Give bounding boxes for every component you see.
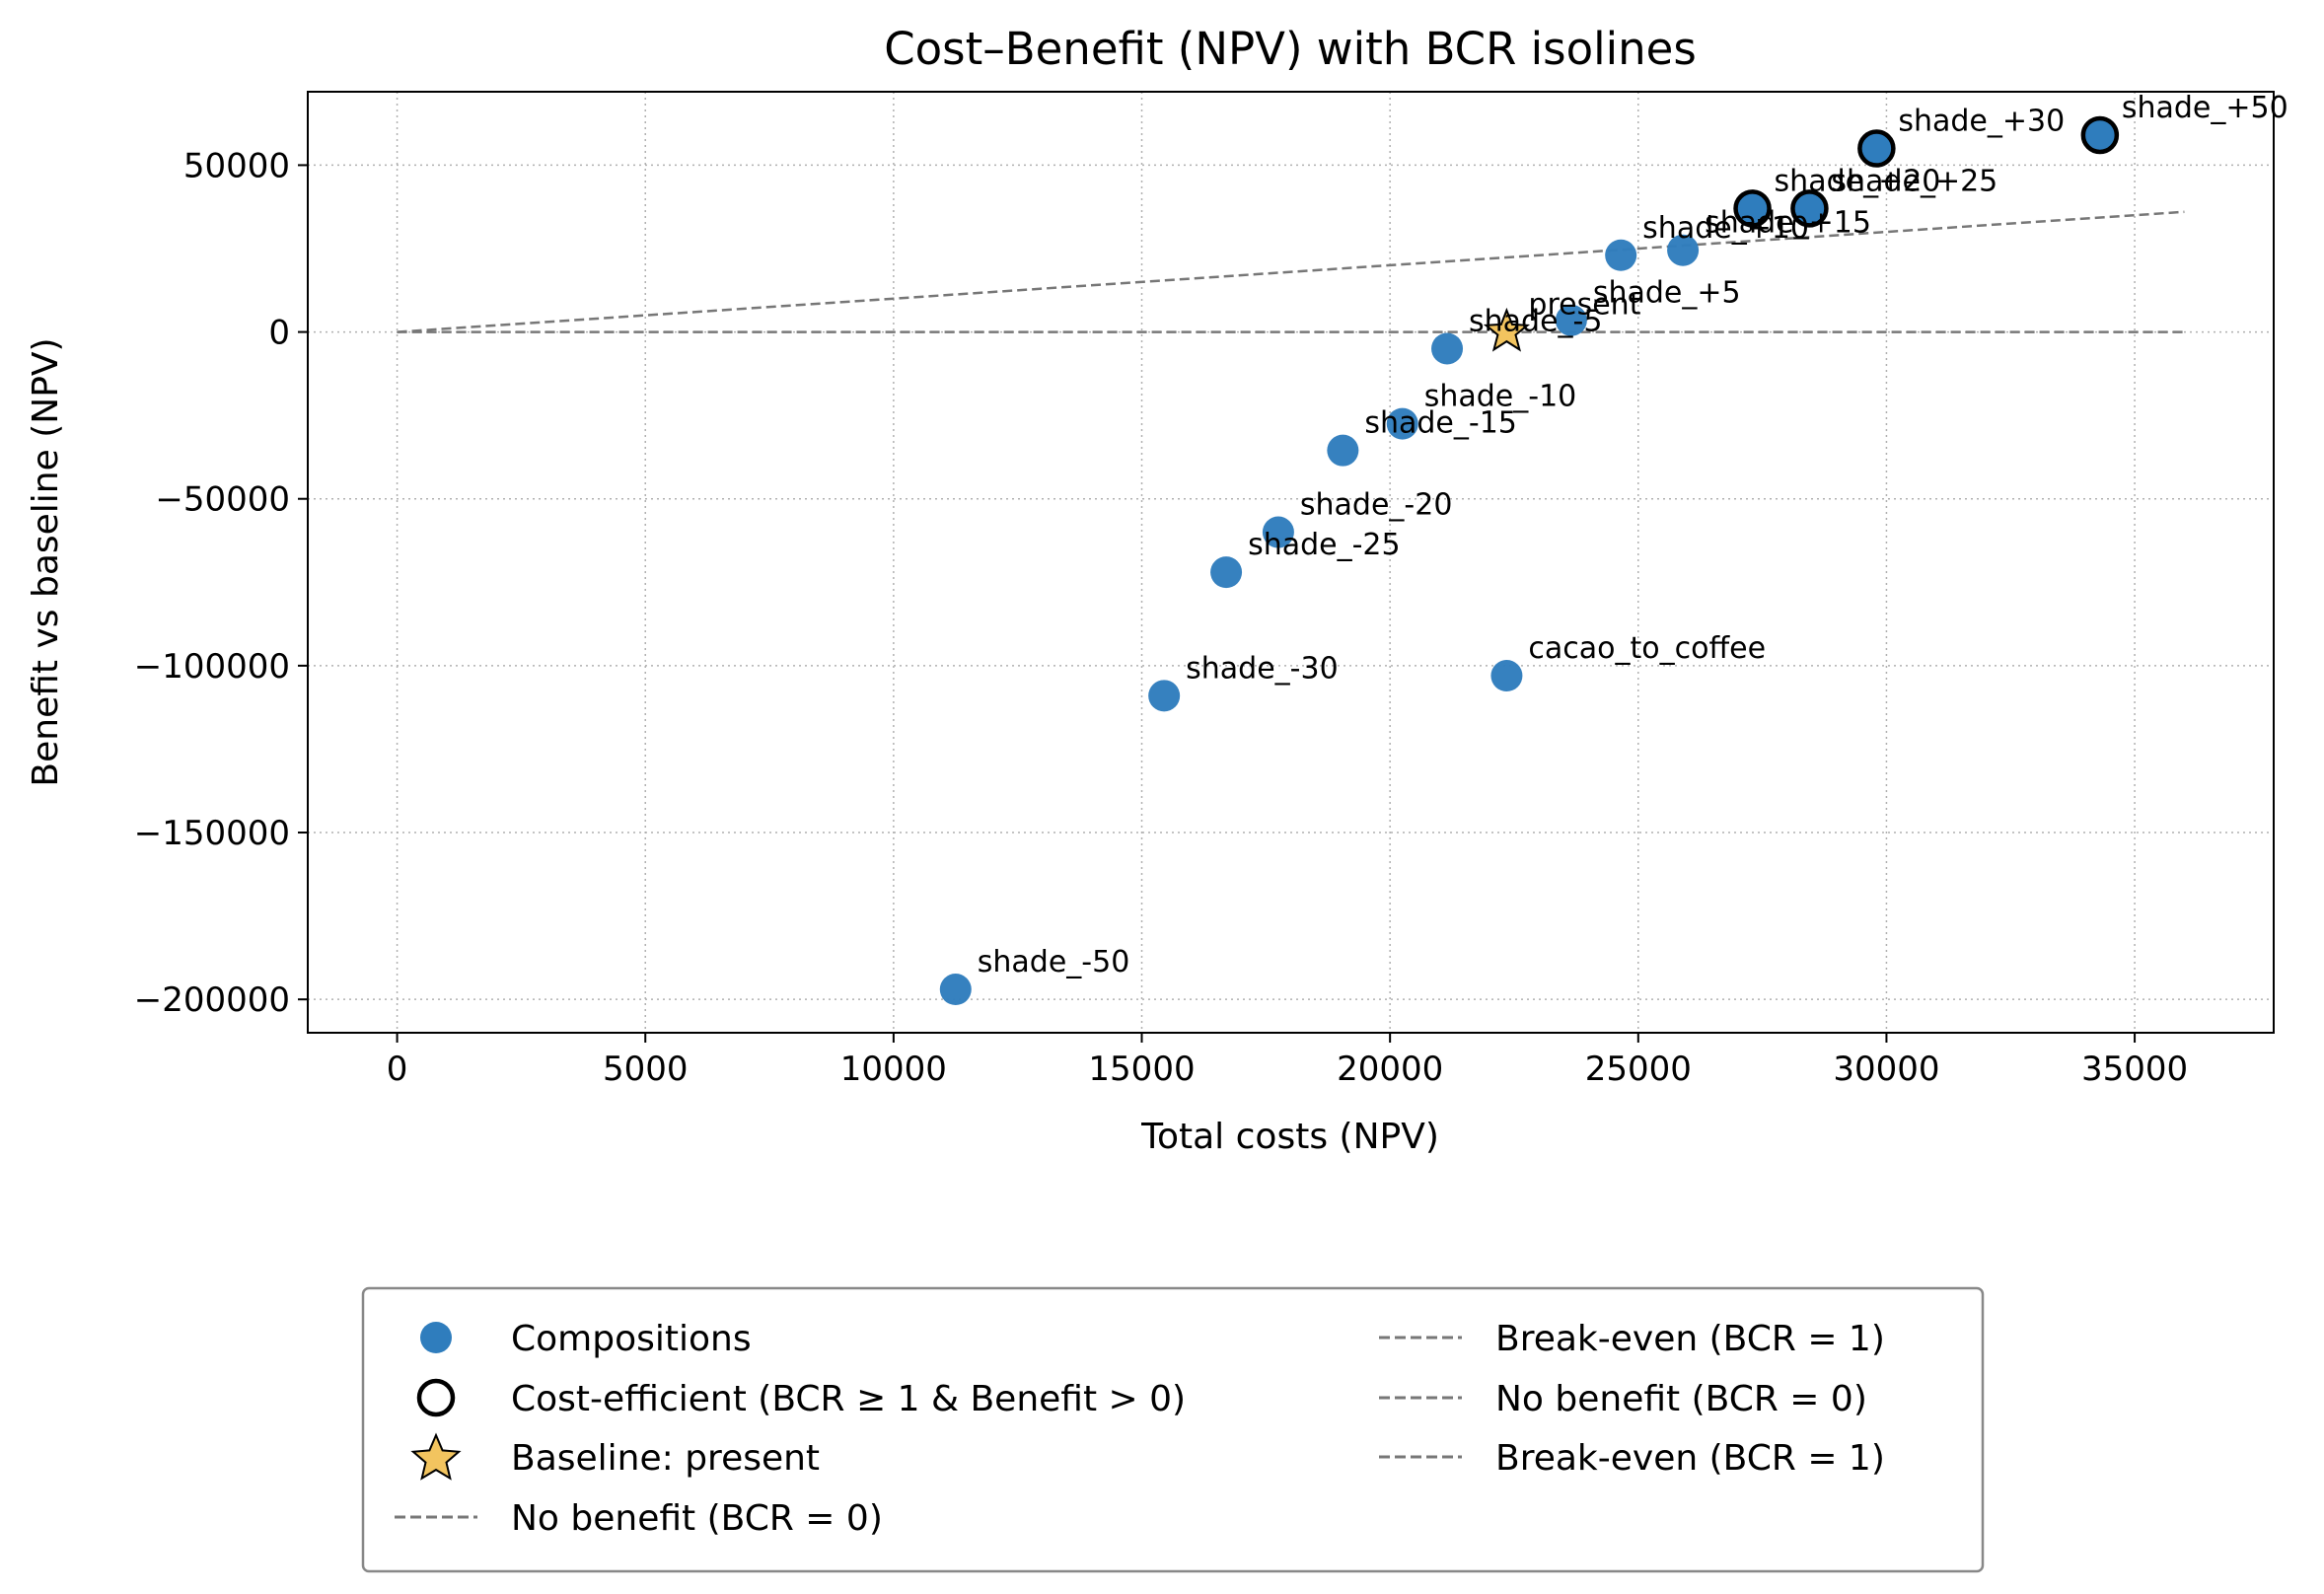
legend-label-break-even-2: Break-even (BCR = 1) (1495, 1438, 1885, 1479)
point-label: shade_-30 (1186, 651, 1339, 686)
point-label: shade_+10 (1642, 211, 1809, 246)
legend: Compositions Cost-efficient (BCR ≥ 1 & B… (361, 1286, 1985, 1573)
axis-ticks: 0 5000 10000 15000 20000 25000 30000 35000 50000… (134, 146, 2188, 1089)
composition-point (1210, 556, 1243, 589)
point-labels: shade_-50 shade_-30 shade_-25 shade_-20 shad… (978, 91, 2288, 979)
chart-title: Cost–Benefit (NPV) with BCR isolines (884, 23, 1697, 75)
legend-frame (361, 1286, 1985, 1573)
x-tick-label: 35000 (2081, 1050, 2188, 1089)
y-tick-label: −50000 (155, 480, 290, 520)
isoline (397, 210, 2185, 333)
point-label: shade_-25 (1248, 528, 1401, 562)
legend-marker-compositions (420, 1322, 452, 1353)
cost-efficient-point (1790, 189, 1829, 228)
cost-efficient-point (2080, 115, 2120, 155)
cost-efficient-point (1733, 189, 1772, 228)
baseline-star (1483, 307, 1531, 352)
plot-frame (307, 91, 2275, 1034)
composition-point (1667, 234, 1700, 266)
legend-label-no-benefit-1: No benefit (BCR = 0) (511, 1498, 883, 1539)
y-tick-label: −150000 (134, 814, 290, 853)
legend-label-break-even-1: Break-even (BCR = 1) (1495, 1319, 1885, 1359)
point-label: shade_+50 (2122, 91, 2288, 125)
composition-point (1386, 407, 1418, 440)
composition-point (1490, 660, 1523, 692)
point-label: shade_-5 (1469, 304, 1602, 338)
point-label: shade_-20 (1300, 488, 1453, 523)
point-label: shade_+5 (1593, 276, 1741, 311)
x-tick-label: 10000 (840, 1050, 947, 1089)
point-label: shade_+25 (1831, 164, 1997, 198)
point-label: shade_-50 (978, 945, 1130, 979)
y-tick-label: −100000 (134, 647, 290, 687)
point-label: cacao_to_coffee (1528, 631, 1766, 666)
baseline-label: present (1528, 288, 1640, 323)
bcr-isolines (397, 210, 2185, 333)
x-tick-label: 30000 (1833, 1050, 1939, 1089)
composition-point (1327, 434, 1359, 467)
point-label: shade_+30 (1898, 105, 2065, 139)
composition-point (1605, 239, 1637, 271)
legend-marker-cost-efficient (416, 1378, 456, 1417)
x-axis-label: Total costs (NPV) (1140, 1117, 1439, 1157)
y-tick-label: −200000 (134, 980, 290, 1020)
cost-efficient-point (1857, 129, 1896, 168)
composition-point (1262, 516, 1294, 548)
legend-label-cost-efficient: Cost-efficient (BCR ≥ 1 & Benefit > 0) (511, 1379, 1186, 1419)
legend-label-no-benefit-2: No benefit (BCR = 0) (1495, 1379, 1867, 1419)
legend-label-compositions: Compositions (511, 1319, 752, 1359)
legend-marker-baseline-star (410, 1432, 462, 1481)
scatter-points (939, 115, 2120, 1006)
y-axis-label: Benefit vs baseline (NPV) (26, 337, 66, 786)
composition-point (1148, 680, 1181, 712)
composition-point (1555, 304, 1587, 336)
legend-label-baseline: Baseline: present (511, 1438, 820, 1479)
y-tick-label: 0 (268, 314, 290, 353)
x-tick-label: 15000 (1088, 1050, 1195, 1089)
point-label: shade_-15 (1364, 406, 1517, 441)
point-label: shade_+20 (1775, 164, 1941, 198)
x-tick-label: 25000 (1585, 1050, 1692, 1089)
point-label: shade_+15 (1705, 206, 1871, 241)
x-tick-label: 0 (387, 1050, 408, 1089)
y-tick-label: 50000 (183, 146, 290, 185)
composition-point (1431, 332, 1464, 365)
composition-point (939, 974, 972, 1006)
x-tick-label: 5000 (603, 1050, 689, 1089)
x-tick-label: 20000 (1337, 1050, 1443, 1089)
point-label: shade_-10 (1424, 380, 1577, 414)
